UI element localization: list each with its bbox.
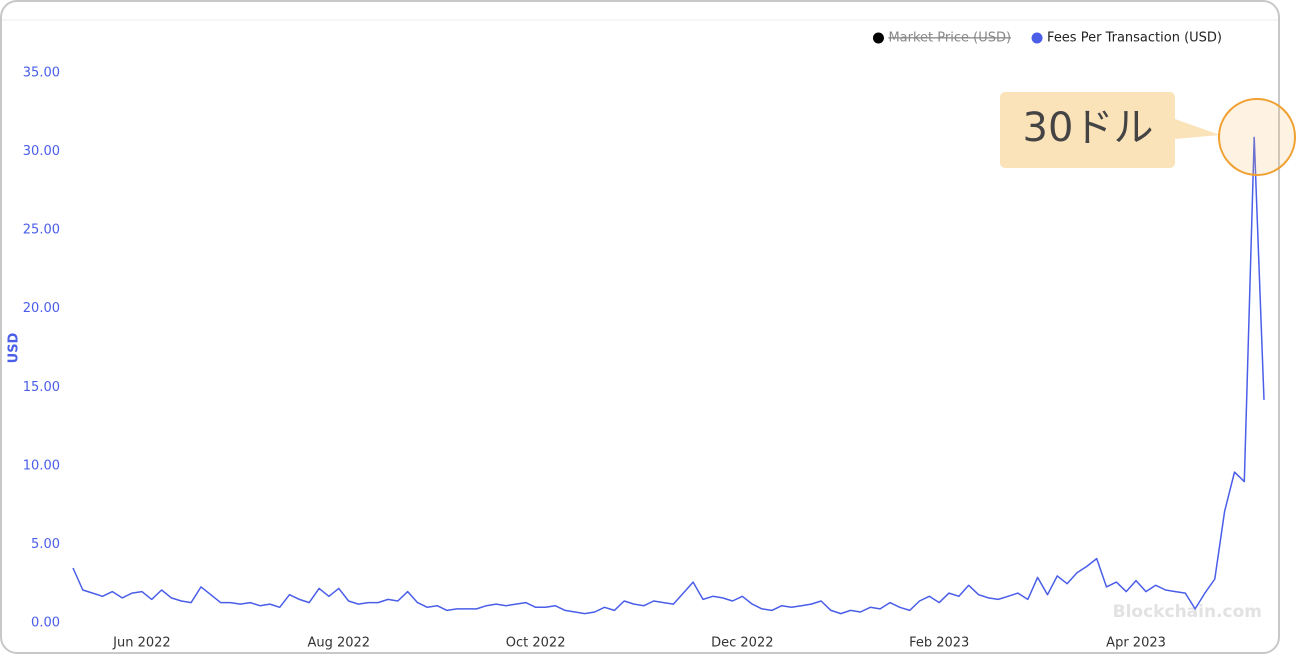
callout-box xyxy=(1000,92,1220,168)
legend-marker xyxy=(1031,32,1043,44)
y-tick-label: 25.00 xyxy=(23,223,60,238)
y-tick-label: 35.00 xyxy=(23,66,60,81)
x-tick-label: Apr 2023 xyxy=(1106,636,1166,651)
highlight-circle xyxy=(1218,98,1296,176)
x-tick-label: Oct 2022 xyxy=(506,636,566,651)
series-line xyxy=(72,136,1265,615)
x-tick-label: Aug 2022 xyxy=(307,636,370,651)
x-tick-label: Feb 2023 xyxy=(909,636,969,651)
watermark: Blockchain.com xyxy=(1113,602,1262,622)
x-tick-label: Dec 2022 xyxy=(711,636,773,651)
y-tick-label: 0.00 xyxy=(31,616,60,631)
y-tick-label: 10.00 xyxy=(23,458,60,473)
y-tick-label: 15.00 xyxy=(23,380,60,395)
callout: 30ドル xyxy=(1000,92,1296,176)
y-tick-label: 5.00 xyxy=(31,537,60,552)
y-tick-label: 20.00 xyxy=(23,301,60,316)
y-axis-label: USD xyxy=(7,332,22,363)
legend: Fees Per Transaction (USD) Market Price (… xyxy=(872,31,1222,46)
x-tick-label: Jun 2022 xyxy=(112,636,171,651)
y-tick-label: 30.00 xyxy=(23,144,60,159)
legend-marker xyxy=(872,32,884,44)
legend-label[interactable]: Market Price (USD) xyxy=(888,31,1011,46)
callout-text: 30ドル xyxy=(1023,105,1154,151)
legend-label[interactable]: Fees Per Transaction (USD) xyxy=(1047,31,1222,46)
plot: 0.00 5.00 10.00 15.00 20.00 25.00 30.00 35.00 Ju… xyxy=(23,66,1265,651)
